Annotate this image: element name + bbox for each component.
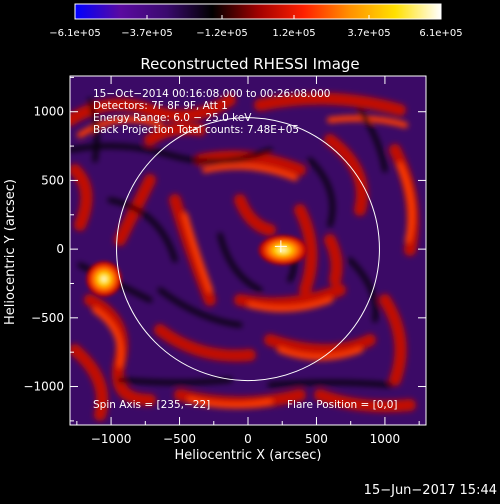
heatmap-background [70,76,426,425]
y-tick-label: −500 [31,311,64,325]
y-tick-label: 1000 [33,105,64,119]
y-axis-ticks [70,76,426,422]
info-line: 15−Oct−2014 00:16:08.000 to 00:26:08.000 [93,88,330,100]
colorbar: −6.1e+05 −3.7e+05 −1.2e+05 1.2e+05 3.7e+05 6.… [49,3,463,39]
y-axis-tick-labels: −1000 −500 0 500 1000 [23,105,64,394]
info-line: Back Projection Total counts: 7.48E+05 [93,124,299,136]
spin-axis-note: Spin Axis = [235,−22] [93,399,210,411]
colorbar-labels: −6.1e+05 −3.7e+05 −1.2e+05 1.2e+05 3.7e+05 6.… [49,28,462,39]
y-axis-label: Heliocentric Y (arcsec) [3,179,18,325]
x-tick-label: 500 [305,432,328,446]
flare-position-marker [274,240,287,253]
x-tick-label: 0 [244,432,252,446]
colorbar-tick-label: 6.1e+05 [419,28,462,39]
x-tick-label: −500 [163,432,196,446]
y-tick-label: −1000 [23,380,64,394]
colorbar-tick-label: −6.1e+05 [49,28,101,39]
colorbar-tick-label: 3.7e+05 [347,28,390,39]
colorbar-tick-label: −3.7e+05 [121,28,173,39]
main-source-glow [257,234,309,266]
colorbar-ticks [74,15,442,19]
colorbar-tick-label: 1.2e+05 [272,28,315,39]
colorbar-tick-label: −1.2e+05 [196,28,248,39]
info-annotations: 15−Oct−2014 00:16:08.000 to 00:26:08.000… [93,88,330,136]
y-tick-label: 500 [41,173,64,187]
x-tick-label: −1000 [91,432,132,446]
colorbar-strip [74,3,442,20]
x-axis-tick-labels: −1000 −500 0 500 1000 [91,432,400,446]
solar-limb-circle [116,117,380,382]
info-line: Energy Range: 6.0 − 25.0 keV [93,112,252,124]
heatmap-image [70,76,426,425]
chart-title: Reconstructed RHESSI Image [140,55,359,73]
secondary-source-glow [85,260,123,298]
x-axis-label: Heliocentric X (arcsec) [175,448,322,463]
flare-position-note: Flare Position = [0,0] [287,399,398,411]
heatmap-texture [70,92,419,421]
y-tick-label: 0 [56,242,64,256]
footer-timestamp: 15−Jun−2017 15:44 [364,483,497,498]
x-tick-label: 1000 [370,432,401,446]
x-axis-ticks [76,76,420,425]
info-line: Detectors: 7F 8F 9F, Att 1 [93,100,228,112]
